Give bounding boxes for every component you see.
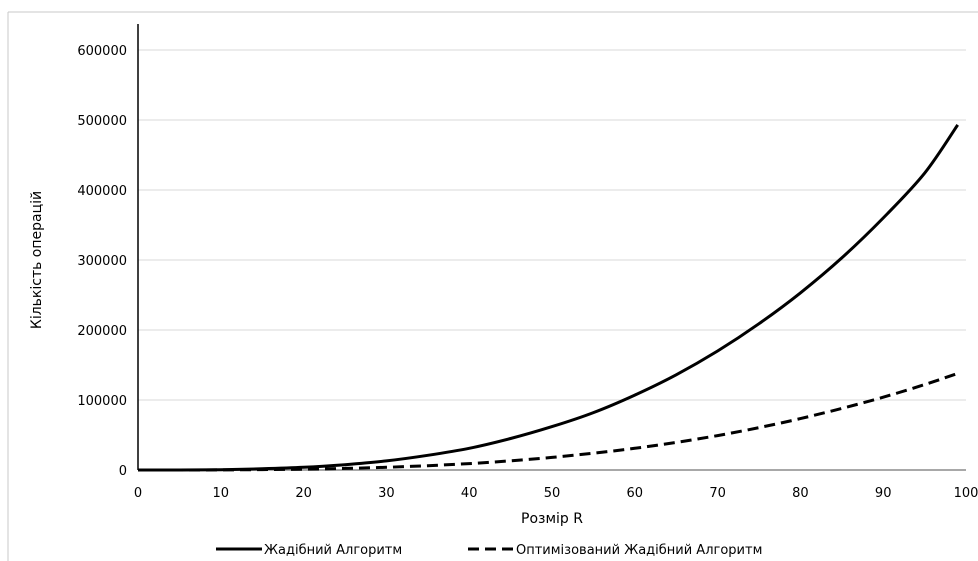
x-tick-label: 0 [134,486,142,501]
legend-label-greedy: Жадібний Алгоритм [264,543,402,558]
x-tick-label: 50 [544,486,561,501]
x-tick-label: 20 [295,486,312,501]
x-axis-title: Розмір R [521,511,583,527]
axes [7,11,978,561]
legend: Жадібний Алгоритм Оптимізований Жадібний… [216,543,762,558]
y-tick-label: 400000 [77,184,127,199]
series-lines [138,124,959,472]
y-tick-label: 200000 [77,324,127,339]
x-tick-label: 90 [875,486,892,501]
series-line-greedy [138,124,959,472]
y-tick-label: 500000 [77,114,127,129]
y-tick-label: 100000 [77,394,127,409]
x-tick-label: 40 [461,486,478,501]
x-tick-label: 60 [627,486,644,501]
y-tick-label: 0 [119,464,127,479]
series-line-optimized [138,371,959,472]
x-tick-label: 80 [792,486,809,501]
tick-labels: 0 100000 200000 300000 400000 500000 600000 0 10… [77,44,978,501]
y-tick-label: 600000 [77,44,127,59]
y-axis-title: Кількість операцій [29,191,45,329]
x-tick-label: 100 [954,486,978,501]
legend-label-optimized: Оптимізований Жадібний Алгоритм [516,543,762,558]
gridlines [138,49,966,401]
x-tick-label: 70 [709,486,726,501]
x-tick-label: 30 [378,486,395,501]
y-tick-label: 300000 [77,254,127,269]
x-tick-label: 10 [213,486,230,501]
